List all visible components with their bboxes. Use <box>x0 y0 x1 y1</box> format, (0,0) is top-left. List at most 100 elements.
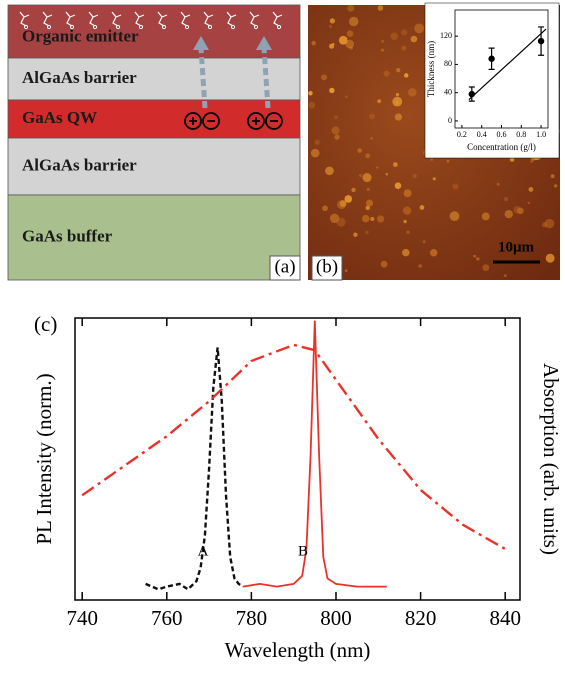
grain <box>530 160 534 163</box>
grain <box>404 73 409 78</box>
label-box <box>269 255 301 281</box>
layer <box>7 57 301 101</box>
scale-bar-label: 10μm <box>498 239 535 255</box>
grain <box>544 218 555 229</box>
layer-stack: Organic emitter AlGaAs barrier GaAs QW AlGa… <box>7 4 301 281</box>
molecule <box>226 11 237 27</box>
y-axis-label: Thickness (nm) <box>426 41 436 97</box>
grain <box>329 18 336 24</box>
molecule <box>111 11 122 27</box>
grain <box>513 205 521 214</box>
molecule-atom <box>230 24 236 30</box>
grain <box>357 148 362 153</box>
grain <box>422 240 426 244</box>
x-tick-label: 840 <box>489 606 521 630</box>
molecule <box>157 11 168 27</box>
x-tick-label: 0.6 <box>497 130 507 139</box>
x-tick-label: 1.0 <box>536 130 546 139</box>
grain <box>392 162 398 167</box>
grain <box>349 46 353 50</box>
grain <box>383 70 390 77</box>
grain <box>446 159 450 163</box>
grain <box>473 254 477 258</box>
grain <box>334 134 340 140</box>
grain <box>408 88 417 97</box>
y-axis-label: PL Intensity (norm.) <box>32 373 56 544</box>
molecule <box>180 11 191 27</box>
layer <box>7 137 301 196</box>
grain <box>345 95 348 99</box>
grain <box>370 216 375 221</box>
grain <box>325 166 334 176</box>
grain <box>403 189 412 198</box>
grain <box>338 35 348 45</box>
grain <box>331 126 340 135</box>
grain <box>377 5 384 11</box>
grain <box>481 212 490 221</box>
grain <box>517 207 524 215</box>
grain <box>528 187 534 192</box>
transfer-arrow <box>261 47 271 109</box>
x-tick-label: 0.4 <box>477 130 487 139</box>
grain <box>332 43 335 46</box>
x-tick-label: 740 <box>66 606 98 630</box>
series-line <box>242 320 387 588</box>
grain <box>395 93 400 97</box>
grain <box>345 39 354 49</box>
molecule <box>249 11 260 27</box>
molecule-atom <box>138 24 144 30</box>
grain <box>362 173 372 183</box>
grain <box>380 48 384 52</box>
molecule-atom <box>276 24 282 30</box>
grain <box>432 177 436 181</box>
molecule <box>19 11 30 27</box>
point <box>537 37 545 45</box>
grain <box>449 211 460 222</box>
grain <box>314 139 320 145</box>
grain <box>392 96 403 107</box>
grain <box>452 183 459 190</box>
point <box>488 55 495 62</box>
molecule <box>65 11 76 27</box>
grain <box>406 230 410 234</box>
annotation: A <box>198 543 209 559</box>
grain <box>334 115 338 120</box>
x-tick-label: 780 <box>236 606 268 630</box>
grain <box>321 74 328 81</box>
grain <box>545 253 555 263</box>
point <box>468 90 476 98</box>
grain <box>418 264 422 268</box>
x-axis-label: Wavelength (nm) <box>225 638 371 662</box>
layer-label: GaAs QW <box>22 108 97 127</box>
grain <box>347 4 355 12</box>
series-line <box>145 347 244 591</box>
label-box <box>311 255 343 281</box>
molecule-atom <box>253 24 259 30</box>
grain <box>430 157 434 161</box>
grain <box>344 195 353 203</box>
grain <box>503 274 507 278</box>
grain <box>308 91 313 96</box>
grain <box>401 29 408 36</box>
grain <box>394 182 402 189</box>
grain <box>403 219 407 224</box>
grain <box>322 205 328 212</box>
molecule-atom <box>115 24 121 30</box>
molecule <box>203 11 214 27</box>
grain <box>509 157 515 162</box>
grain <box>365 153 371 159</box>
x-tick-label: 760 <box>151 606 183 630</box>
x-tick-label: 820 <box>405 606 437 630</box>
layer <box>7 194 301 281</box>
y-tick-label: 0 <box>448 116 452 125</box>
grain <box>376 166 379 169</box>
grain <box>348 16 359 27</box>
y-tick-label: 80 <box>444 59 452 68</box>
grain <box>310 148 320 158</box>
layer <box>7 99 301 139</box>
transfer-arrow <box>198 47 208 109</box>
molecule-atom <box>23 24 29 30</box>
grain <box>554 184 558 188</box>
grain <box>329 213 340 224</box>
inset-background <box>424 2 560 159</box>
